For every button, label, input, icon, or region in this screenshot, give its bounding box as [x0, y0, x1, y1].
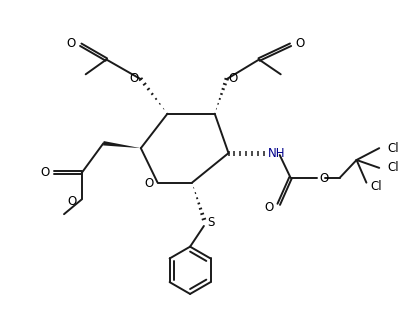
Text: NH: NH — [268, 147, 285, 160]
Text: O: O — [130, 72, 139, 85]
Text: O: O — [67, 37, 76, 50]
Text: Cl: Cl — [387, 161, 399, 174]
Text: O: O — [40, 166, 49, 179]
Text: Cl: Cl — [387, 142, 399, 155]
Text: O: O — [265, 201, 274, 214]
Text: S: S — [207, 216, 214, 229]
Text: O: O — [67, 195, 77, 208]
Text: O: O — [144, 177, 154, 190]
Text: Cl: Cl — [370, 180, 382, 193]
Text: O: O — [229, 72, 238, 85]
Polygon shape — [103, 141, 141, 148]
Text: O: O — [319, 172, 328, 185]
Text: O: O — [296, 37, 305, 50]
